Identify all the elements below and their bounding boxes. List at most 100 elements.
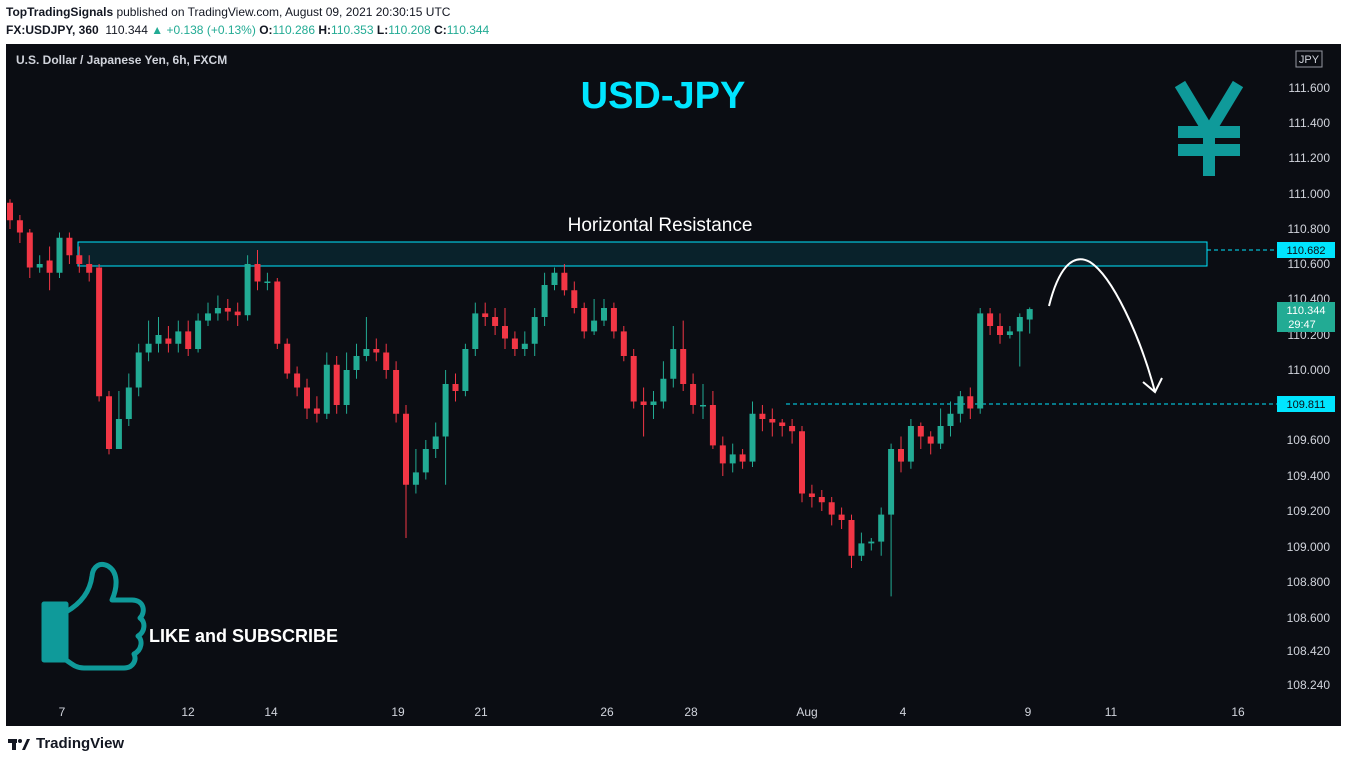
candle-body[interactable] xyxy=(680,349,687,384)
candle-body[interactable] xyxy=(967,396,974,409)
candle-body[interactable] xyxy=(472,313,479,349)
candle-body[interactable] xyxy=(888,449,895,515)
candle-body[interactable] xyxy=(690,384,697,405)
candle-body[interactable] xyxy=(650,401,657,406)
price-axis[interactable]: 111.600 111.400 111.200 111.000 110.800 110.6… xyxy=(1287,81,1331,692)
candle-body[interactable] xyxy=(987,313,994,326)
candle-body[interactable] xyxy=(56,237,63,273)
candle-body[interactable] xyxy=(709,405,716,446)
candle-body[interactable] xyxy=(581,308,588,332)
candle-body[interactable] xyxy=(838,514,845,520)
candle-body[interactable] xyxy=(412,472,419,485)
candle-body[interactable] xyxy=(521,343,528,349)
candle-body[interactable] xyxy=(432,436,439,450)
candle-body[interactable] xyxy=(858,543,865,556)
candle-body[interactable] xyxy=(333,364,340,405)
candle-body[interactable] xyxy=(779,422,786,427)
candle-body[interactable] xyxy=(36,264,43,268)
publisher-name[interactable]: TopTradingSignals xyxy=(6,5,114,19)
candle-body[interactable] xyxy=(254,264,261,282)
candle-body[interactable] xyxy=(541,285,548,317)
candle-body[interactable] xyxy=(284,343,291,374)
candle-body[interactable] xyxy=(917,426,924,437)
candle-body[interactable] xyxy=(373,349,380,353)
candle-body[interactable] xyxy=(997,326,1003,335)
candle-body[interactable] xyxy=(828,502,835,515)
candle-body[interactable] xyxy=(76,255,83,264)
candle-body[interactable] xyxy=(403,413,409,485)
candle-body[interactable] xyxy=(16,220,23,233)
candle-body[interactable] xyxy=(462,349,469,391)
candle-body[interactable] xyxy=(640,401,647,406)
candle-body[interactable] xyxy=(947,413,954,426)
candle-body[interactable] xyxy=(1016,317,1023,332)
candle-body[interactable] xyxy=(977,313,984,409)
currency-badge[interactable] xyxy=(1295,50,1323,68)
candle-body[interactable] xyxy=(26,232,33,268)
candle-body[interactable] xyxy=(7,202,13,221)
candle-body[interactable] xyxy=(818,497,825,503)
candle-body[interactable] xyxy=(551,272,558,285)
candle-body[interactable] xyxy=(264,281,271,284)
candle-body[interactable] xyxy=(808,493,815,498)
candle-body[interactable] xyxy=(274,281,281,344)
candle-body[interactable] xyxy=(1026,309,1033,320)
candle-body[interactable] xyxy=(749,413,756,462)
candle-body[interactable] xyxy=(165,338,172,344)
candle-body[interactable] xyxy=(868,541,875,544)
candle-body[interactable] xyxy=(907,426,914,462)
candle-body[interactable] xyxy=(511,338,518,350)
candle-body[interactable] xyxy=(670,349,677,379)
candle-body[interactable] xyxy=(106,396,112,449)
candle-body[interactable] xyxy=(561,272,568,291)
candle-body[interactable] xyxy=(610,308,617,332)
candle-body[interactable] xyxy=(789,426,796,432)
candle-body[interactable] xyxy=(799,431,805,494)
candle-body[interactable] xyxy=(571,290,578,308)
candle-body[interactable] xyxy=(46,260,53,273)
candle-body[interactable] xyxy=(343,370,350,405)
candle-body[interactable] xyxy=(601,308,607,321)
candle-body[interactable] xyxy=(185,331,192,349)
candle-body[interactable] xyxy=(957,396,964,414)
candle-body[interactable] xyxy=(145,343,152,353)
candle-body[interactable] xyxy=(1006,331,1013,335)
candle-body[interactable] xyxy=(729,454,736,464)
candle-body[interactable] xyxy=(719,445,726,464)
candle-body[interactable] xyxy=(502,326,508,339)
candle-body[interactable] xyxy=(531,317,538,344)
time-axis[interactable]: 7 12 14 19 21 26 28 Aug 4 9 11 16 xyxy=(59,705,1245,719)
candle-body[interactable] xyxy=(898,449,904,462)
candle-body[interactable] xyxy=(383,352,390,371)
candle-body[interactable] xyxy=(630,356,637,402)
candle-body[interactable] xyxy=(135,352,142,388)
candle-body[interactable] xyxy=(393,370,400,414)
candle-body[interactable] xyxy=(66,237,73,256)
candle-body[interactable] xyxy=(739,454,746,462)
candle-body[interactable] xyxy=(244,264,251,316)
candle-body[interactable] xyxy=(769,419,776,423)
candle-body[interactable] xyxy=(848,520,855,556)
resistance-zone[interactable] xyxy=(77,241,1208,267)
candle-body[interactable] xyxy=(452,384,459,391)
candle-body[interactable] xyxy=(294,373,301,388)
candle-body[interactable] xyxy=(155,335,162,344)
candle-body[interactable] xyxy=(422,449,429,473)
candle-body[interactable] xyxy=(224,308,231,312)
candle-body[interactable] xyxy=(304,387,310,409)
candle-body[interactable] xyxy=(96,267,103,397)
candle-body[interactable] xyxy=(86,264,93,273)
candle-body[interactable] xyxy=(620,331,627,356)
candle-body[interactable] xyxy=(482,313,489,317)
candle-body[interactable] xyxy=(591,320,598,332)
candle-body[interactable] xyxy=(363,349,370,356)
candle-body[interactable] xyxy=(234,311,241,316)
candle-body[interactable] xyxy=(878,514,885,542)
candle-body[interactable] xyxy=(195,320,202,349)
candle-body[interactable] xyxy=(205,313,211,321)
candle-body[interactable] xyxy=(700,405,706,407)
candle-body[interactable] xyxy=(214,308,221,314)
candle-body[interactable] xyxy=(323,364,330,414)
candle-body[interactable] xyxy=(353,356,360,370)
